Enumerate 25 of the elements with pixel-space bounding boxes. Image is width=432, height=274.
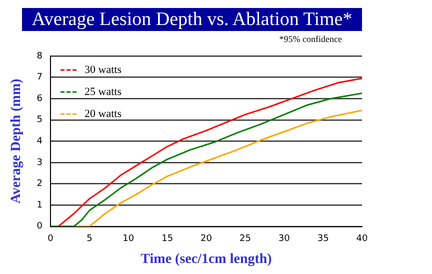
y-tick-label: 6 (36, 94, 43, 104)
x-tick-label: 25 (239, 234, 251, 244)
text: *95% confidence (279, 34, 342, 44)
y-tick-label: 3 (36, 158, 43, 168)
legend-label: 25 watts (84, 86, 122, 98)
y-tick-label: 7 (36, 72, 43, 83)
legend-label: 30 watts (84, 64, 122, 76)
y-tick-label: 4 (36, 136, 43, 147)
x-tick-label: 30 (278, 234, 290, 244)
y-tick-label: 2 (36, 179, 43, 190)
x-tick-label: 10 (122, 234, 134, 244)
y-tick-label: 0 (36, 222, 43, 232)
y-tick-label: 1 (36, 200, 43, 210)
y-tick-label: 8 (36, 51, 43, 62)
y-tick-label: 5 (36, 115, 43, 126)
legend-label: 20 watts (84, 108, 122, 120)
y-axis-title: Average Depth (mm) (9, 78, 24, 204)
x-tick-label: 0 (48, 234, 54, 244)
x-axis-title: Time (sec/1cm length) (140, 252, 272, 268)
x-tick-label: 20 (200, 234, 212, 244)
chart-title: Average Lesion Depth vs. Ablation Time* (22, 8, 362, 31)
x-tick-label: 5 (86, 234, 92, 244)
x-tick-label: 40 (356, 234, 368, 244)
x-tick-label: 15 (162, 234, 174, 244)
x-tick-label: 35 (317, 234, 329, 244)
